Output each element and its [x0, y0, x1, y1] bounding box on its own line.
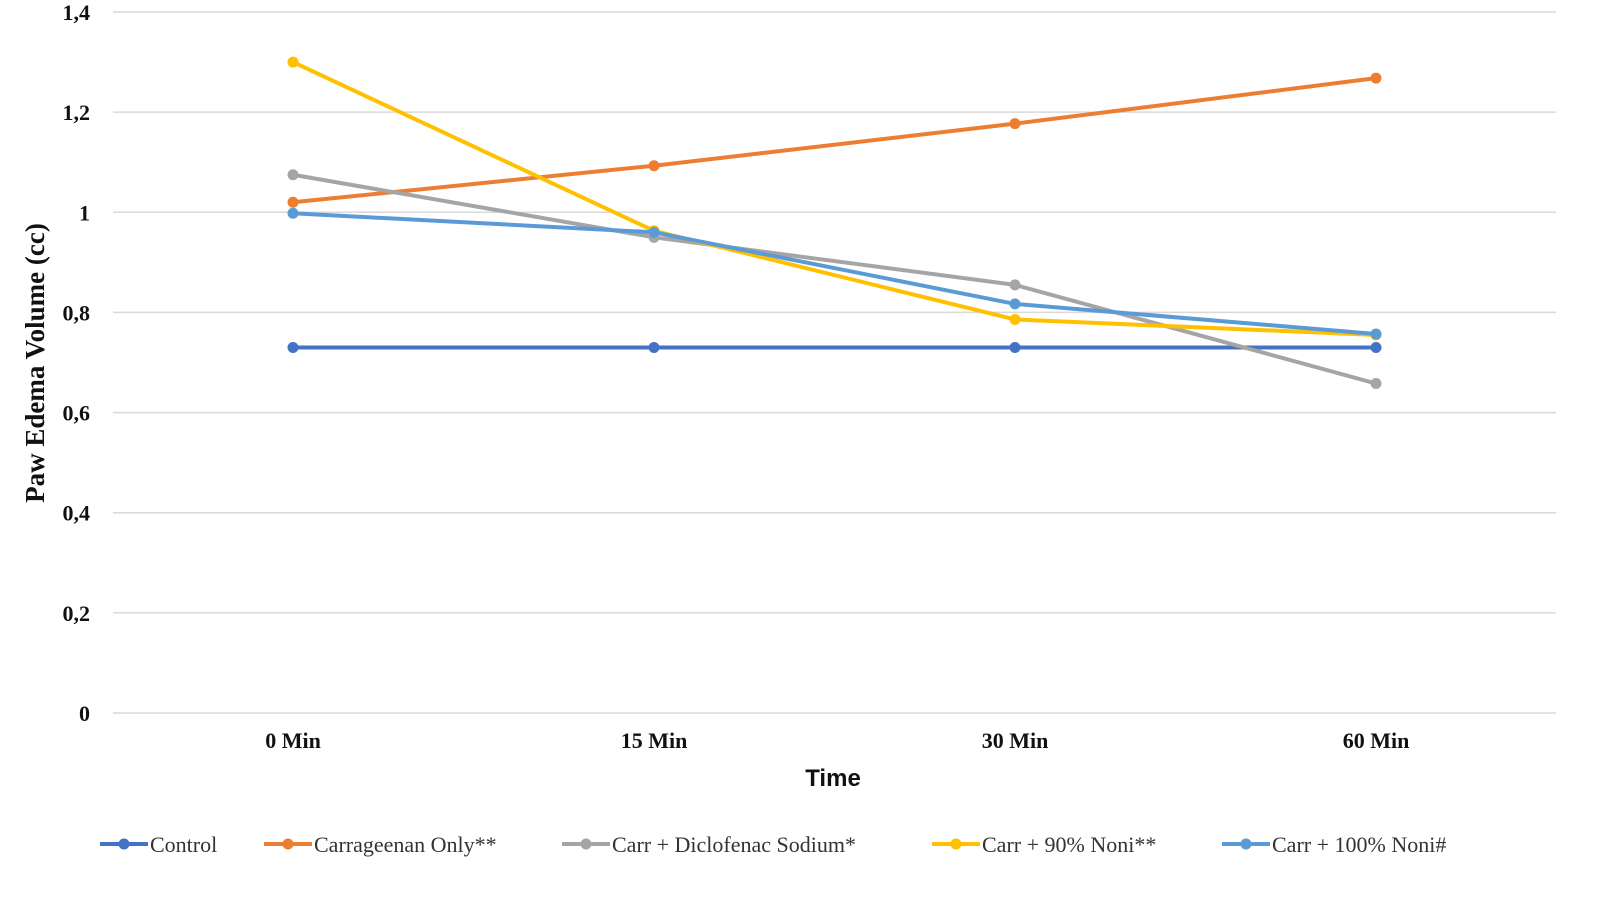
- y-tick-label: 0,6: [63, 401, 91, 426]
- data-point: [1009, 118, 1021, 130]
- legend-swatch-marker: [580, 838, 592, 850]
- x-axis-ticks: 0 Min 15 Min 30 Min 60 Min: [265, 728, 1409, 753]
- series-carr-diclofenac-sodium: [287, 169, 1382, 390]
- legend-item: Carr + 100% Noni#: [1222, 832, 1446, 857]
- series-control: [287, 341, 1382, 353]
- x-tick-label: 60 Min: [1343, 728, 1410, 753]
- data-point: [1009, 279, 1021, 291]
- data-point: [287, 169, 299, 181]
- x-tick-label: 30 Min: [982, 728, 1049, 753]
- data-point: [1009, 341, 1021, 353]
- series-line: [291, 172, 1378, 386]
- series-line: [291, 60, 1378, 337]
- data-point: [1370, 341, 1382, 353]
- y-axis-ticks: 0 0,2 0,4 0,6 0,8 1 1,2 1,4: [63, 0, 91, 726]
- legend-label: Carr + 100% Noni#: [1272, 832, 1446, 857]
- data-point: [1009, 298, 1021, 310]
- data-point: [648, 160, 660, 172]
- y-tick-label: 0,4: [63, 501, 91, 526]
- legend-swatch-marker: [118, 838, 130, 850]
- legend-item: Carr + Diclofenac Sodium*: [562, 832, 856, 857]
- legend-item: Carrageenan Only**: [264, 832, 497, 857]
- data-point: [1370, 378, 1382, 390]
- y-tick-label: 0: [79, 701, 90, 726]
- legend: Control Carrageenan Only** Carr + Diclofen…: [100, 832, 1446, 857]
- x-tick-label: 0 Min: [265, 728, 321, 753]
- legend-swatch-marker: [282, 838, 294, 850]
- data-point: [1009, 313, 1021, 325]
- gridlines: [113, 11, 1556, 714]
- data-point: [287, 341, 299, 353]
- data-point: [1370, 72, 1382, 84]
- x-axis-title: Time: [805, 765, 861, 792]
- legend-item: Carr + 90% Noni**: [932, 832, 1156, 857]
- data-point: [648, 341, 660, 353]
- data-point: [648, 226, 660, 238]
- legend-item: Control: [100, 832, 217, 857]
- data-point: [1370, 328, 1382, 340]
- y-tick-label: 0,8: [63, 300, 91, 325]
- y-tick-label: 1: [79, 200, 90, 225]
- legend-swatch-marker: [1240, 838, 1252, 850]
- legend-label: Carr + 90% Noni**: [982, 832, 1156, 857]
- x-tick-label: 15 Min: [621, 728, 688, 753]
- legend-label: Control: [150, 832, 217, 857]
- legend-label: Carrageenan Only**: [314, 832, 497, 857]
- series-carr-100-noni: [287, 207, 1382, 340]
- data-point: [287, 207, 299, 219]
- legend-swatch-marker: [950, 838, 962, 850]
- series-line: [291, 76, 1378, 205]
- series-line: [291, 211, 1378, 336]
- series-carrageenan-only: [287, 72, 1382, 208]
- y-tick-label: 0,2: [63, 601, 91, 626]
- series-lines: [287, 56, 1382, 390]
- y-tick-label: 1,4: [63, 0, 91, 25]
- data-point: [287, 56, 299, 68]
- y-axis-title: Paw Edema Volume (cc): [20, 223, 50, 503]
- data-point: [287, 196, 299, 208]
- legend-label: Carr + Diclofenac Sodium*: [612, 832, 856, 857]
- y-tick-label: 1,2: [63, 100, 91, 125]
